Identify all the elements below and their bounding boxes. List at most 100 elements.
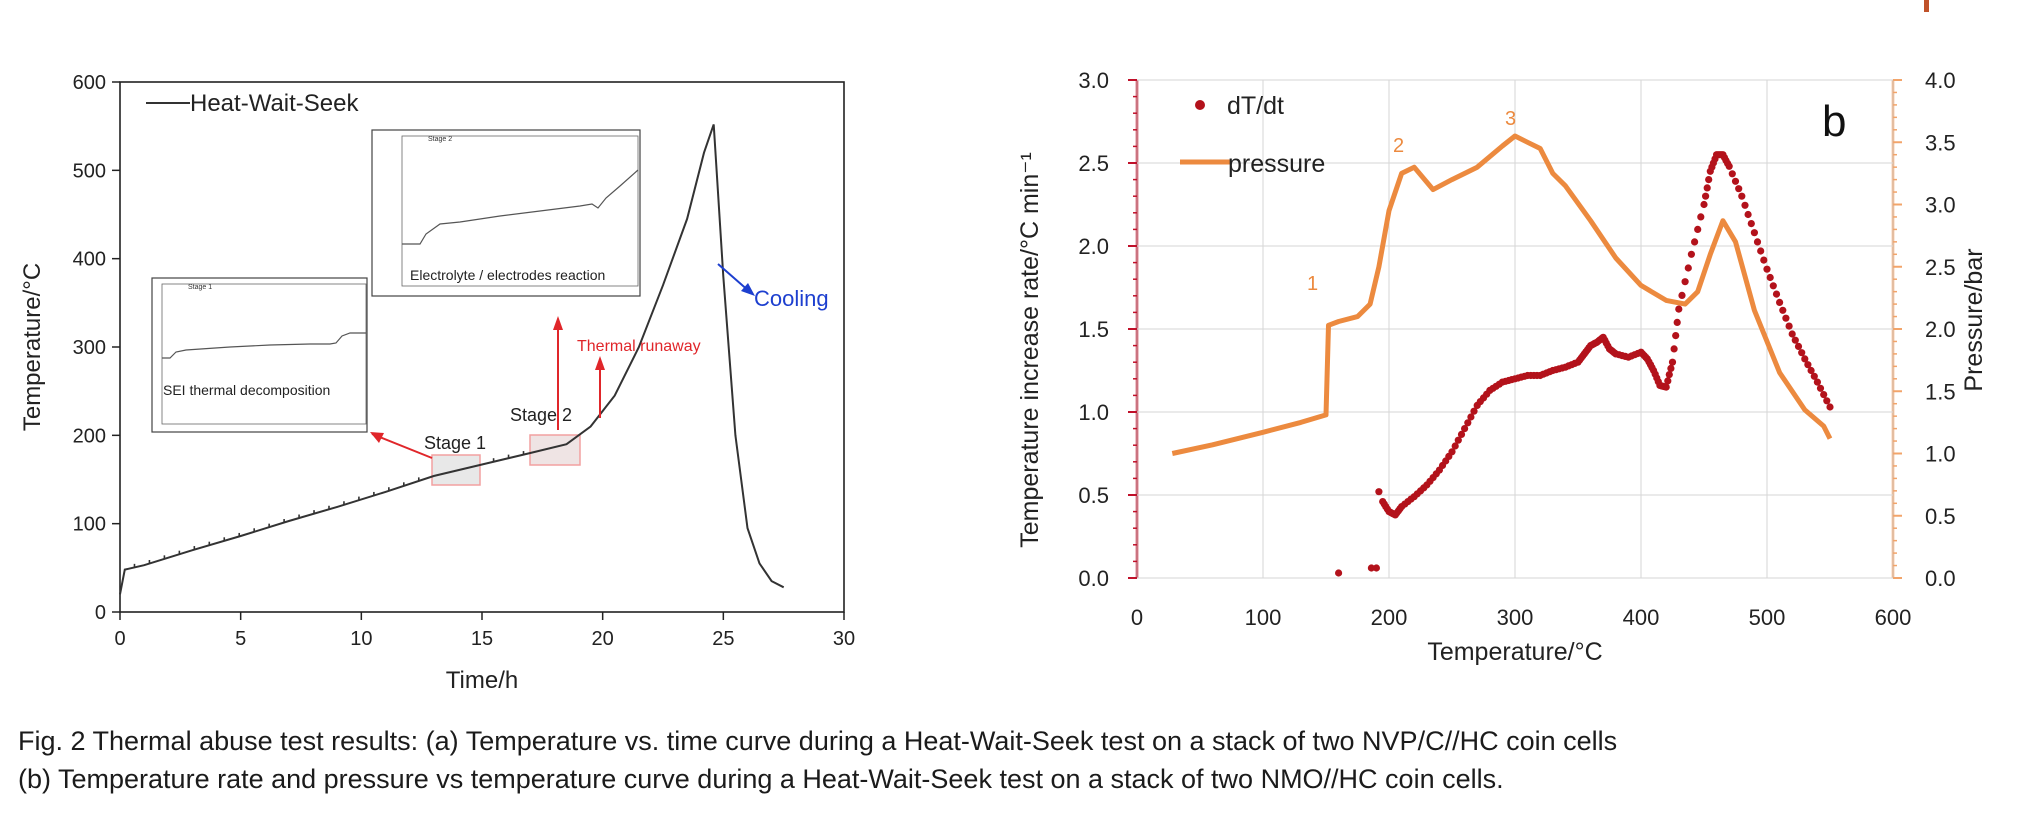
dtdt-point [1747,220,1755,228]
dtdt-point [1697,213,1705,221]
dtdt-point [1823,397,1831,405]
panel-a-xlabel: Time/h [446,667,518,694]
legend-dtdt-marker [1195,100,1205,110]
dtdt-point [1731,177,1740,185]
legend-dtdt-label: dT/dt [1227,92,1284,120]
dtdt-point [1810,372,1818,380]
dtdt-point [1813,378,1821,386]
panel-b-y2tick-label: 4.0 [1925,68,1956,93]
inset-stage2-title: Stage 2 [428,136,452,143]
dtdt-point [1672,332,1680,340]
inset-stage1-plot [161,283,367,425]
dtdt-point [1673,318,1681,326]
panel-b-ytick-label: 2.5 [1078,151,1109,176]
caption-line-1: Fig. 2 Thermal abuse test results: (a) T… [18,726,1618,756]
stage1-arrowhead [370,432,384,443]
dtdt-point [1725,162,1733,170]
panel-b-y2label: Pressure/bar [1960,248,1988,391]
dtdt-point [1782,314,1790,322]
panel-b-ytick-label: 0.5 [1078,483,1109,508]
panel-a-ytick-label: 600 [73,72,106,94]
dtdt-point [1776,298,1784,306]
dtdt-point [1664,377,1672,385]
marker-1: 1 [1307,273,1318,295]
dtdt-point [1772,290,1781,298]
panel-b-xtick-label: 0 [1131,605,1143,630]
dtdt-point [1757,247,1765,255]
panel-a-ytick-label: 100 [73,514,106,536]
inset-stage1: Stage 1 SEI thermal decomposition [151,277,368,433]
dtdt-point [1735,185,1743,193]
panel-b-ticks: 0.0 0.5 1.0 1.5 2.0 2.5 3.0 0 100 200 300 400 500 600… [1078,68,1955,630]
marker-2: 2 [1393,135,1404,157]
dtdt-point [1753,238,1762,246]
inset-stage1-curve [162,332,366,359]
dtdt-point [1794,342,1803,350]
dtdt-point [1750,229,1758,237]
dtdt-point [1807,366,1815,375]
accent-mark [1924,0,1929,12]
dtdt-point [1694,225,1702,233]
dtdt-point [1700,200,1708,209]
figure-caption: Fig. 2 Thermal abuse test results: (a) T… [18,722,1617,798]
dtdt-point [1741,201,1749,209]
dtdt-point [1667,364,1675,372]
panel-a-xtick-label: 15 [471,628,493,650]
caption-line-2: (b) Temperature rate and pressure vs tem… [18,764,1504,794]
inset-stage2-plot [401,135,639,287]
inset-stage1-label: SEI thermal decomposition [163,382,330,398]
dtdt-point [1788,330,1796,338]
panel-b-y2tick-label: 2.5 [1925,255,1956,280]
dtdt-point [1769,282,1777,290]
dtdt-point [1691,238,1699,246]
dtdt-point [1766,273,1774,282]
panel-a-ytick-label: 0 [95,602,106,624]
panel-b-y2tick-label: 0.0 [1925,566,1956,591]
dtdt-point [1728,170,1736,178]
panel-a-xtick-label: 20 [592,628,614,650]
dtdt-point [1816,384,1825,392]
panel-b: 0.0 0.5 1.0 1.5 2.0 2.5 3.0 0 100 200 300 400 500 600… [1016,68,1988,666]
dtdt-point [1820,391,1828,399]
legend-pressure-label: pressure [1228,150,1325,178]
panel-b-y2tick-label: 1.5 [1925,379,1956,404]
dtdt-point [1798,349,1806,357]
cooling-arrowhead [741,283,755,296]
panel-b-xtick-label: 400 [1623,605,1660,630]
panel-b-y2tick-label: 0.5 [1925,504,1956,529]
inset-stage2-frame [371,129,641,297]
stage1-label: Stage 1 [424,433,486,453]
panel-a-ylabel: Temperature/°C [19,263,46,431]
panel-a-xtick-label: 25 [712,628,734,650]
inset-stage2-curve [402,169,639,245]
dtdt-point [1738,192,1746,200]
panel-b-y2tick-label: 3.5 [1925,130,1956,155]
dtdt-point [1702,192,1710,200]
cooling-label: Cooling [754,286,829,311]
panel-b-ytick-label: 0.0 [1078,566,1109,591]
inset-stage1-title: Stage 1 [188,284,212,291]
dtdt-point [1335,569,1343,577]
panel-a-series-line [119,124,785,595]
dtdt-point [1801,355,1809,363]
panel-b-y2tick-label: 1.0 [1925,442,1956,467]
stage1-arrow [371,433,433,459]
dtdt-series-points [1335,151,1834,577]
dtdt-point [1668,358,1677,366]
panel-a-xtick-label: 30 [833,628,855,650]
marker-3: 3 [1505,108,1516,130]
inset-stage1-frame [151,277,368,433]
dtdt-point [1684,264,1692,272]
panel-b-y2tick-label: 3.0 [1925,193,1956,218]
dtdt-point [1467,413,1475,421]
dtdt-point [1687,250,1695,258]
dtdt-point [1826,403,1834,411]
thermal-runaway-label: Thermal runaway [577,338,701,355]
panel-b-ytick-label: 1.5 [1078,317,1109,342]
dtdt-point [1461,425,1469,433]
dtdt-point [1454,436,1462,444]
panel-a-xtick-label: 0 [114,628,125,650]
dtdt-point [1470,407,1478,415]
